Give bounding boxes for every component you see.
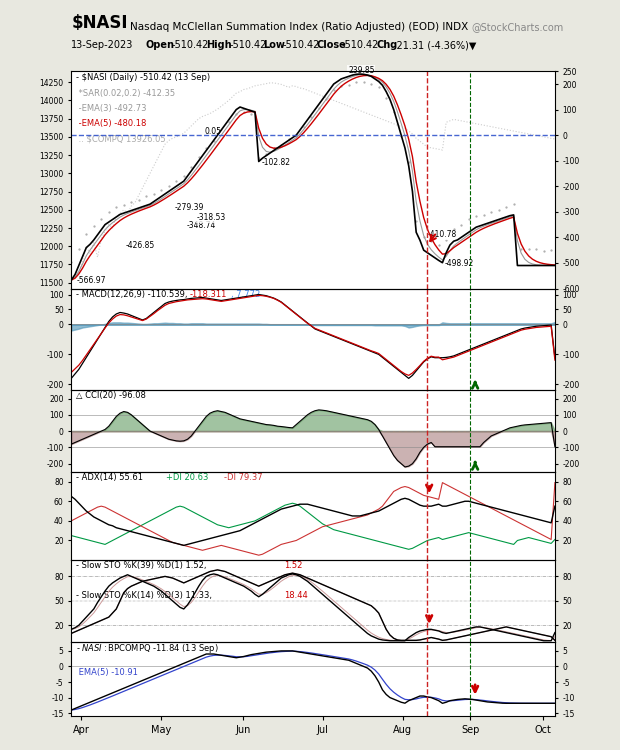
Text: , 7.772: , 7.772 — [231, 290, 260, 298]
Text: +DI 20.63: +DI 20.63 — [166, 472, 211, 482]
Text: -318.53: -318.53 — [197, 214, 226, 223]
Text: EMA(5) -10.91: EMA(5) -10.91 — [76, 668, 138, 676]
Text: Nasdaq McClellan Summation Index (Ratio Adjusted) (EOD) INDX: Nasdaq McClellan Summation Index (Ratio … — [130, 22, 469, 32]
Text: High: High — [206, 40, 231, 50]
Text: @StockCharts.com: @StockCharts.com — [471, 22, 564, 32]
Text: $NASI: $NASI — [71, 14, 128, 32]
Text: - $NASI (Daily) -510.42 (13 Sep): - $NASI (Daily) -510.42 (13 Sep) — [76, 74, 210, 82]
Text: - $NASI:$BPCOMPQ -11.84 (13 Sep): - $NASI:$BPCOMPQ -11.84 (13 Sep) — [76, 642, 219, 656]
Text: -EMA(3) -492.73: -EMA(3) -492.73 — [76, 104, 147, 112]
Text: -510.42: -510.42 — [229, 40, 267, 50]
Text: -348.74: -348.74 — [187, 220, 216, 230]
Text: 13-Sep-2023: 13-Sep-2023 — [71, 40, 134, 50]
Text: 239.85: 239.85 — [348, 65, 374, 74]
Text: △ CCI(20) -96.08: △ CCI(20) -96.08 — [76, 392, 146, 400]
Text: -498.92: -498.92 — [445, 260, 474, 268]
Text: Open: Open — [146, 40, 175, 50]
Text: - Slow STO %K(39) %D(1) 1.52,: - Slow STO %K(39) %D(1) 1.52, — [76, 561, 210, 570]
Text: -426.85: -426.85 — [125, 241, 154, 250]
Text: .. $COMPQ 13926.05: .. $COMPQ 13926.05 — [76, 134, 166, 143]
Text: -DI 79.37: -DI 79.37 — [224, 472, 262, 482]
Text: Chg: Chg — [376, 40, 397, 50]
Text: Low: Low — [263, 40, 285, 50]
Text: -102.82: -102.82 — [261, 158, 290, 167]
Text: -118.311: -118.311 — [190, 290, 227, 298]
Text: - ADX(14) 55.61: - ADX(14) 55.61 — [76, 472, 146, 482]
Text: 18.44: 18.44 — [284, 591, 308, 600]
Text: -EMA(5) -480.18: -EMA(5) -480.18 — [76, 119, 146, 128]
Text: -510.42: -510.42 — [342, 40, 379, 50]
Text: 1.52: 1.52 — [284, 561, 303, 570]
Text: -510.42: -510.42 — [283, 40, 320, 50]
Text: *SAR(0.02,0.2) -412.35: *SAR(0.02,0.2) -412.35 — [76, 88, 175, 98]
Text: - MACD(12,26,9) -110.539,: - MACD(12,26,9) -110.539, — [76, 290, 190, 298]
Text: -279.39: -279.39 — [175, 203, 205, 212]
Text: -21.31 (-4.36%)▼: -21.31 (-4.36%)▼ — [393, 40, 476, 50]
Text: 0.05: 0.05 — [205, 127, 222, 136]
Text: -410.78: -410.78 — [427, 230, 456, 239]
Text: Close: Close — [316, 40, 346, 50]
Text: -510.42: -510.42 — [172, 40, 209, 50]
Text: - Slow STO %K(14) %D(3) 11.33,: - Slow STO %K(14) %D(3) 11.33, — [76, 591, 215, 600]
Text: -566.97: -566.97 — [76, 276, 105, 285]
